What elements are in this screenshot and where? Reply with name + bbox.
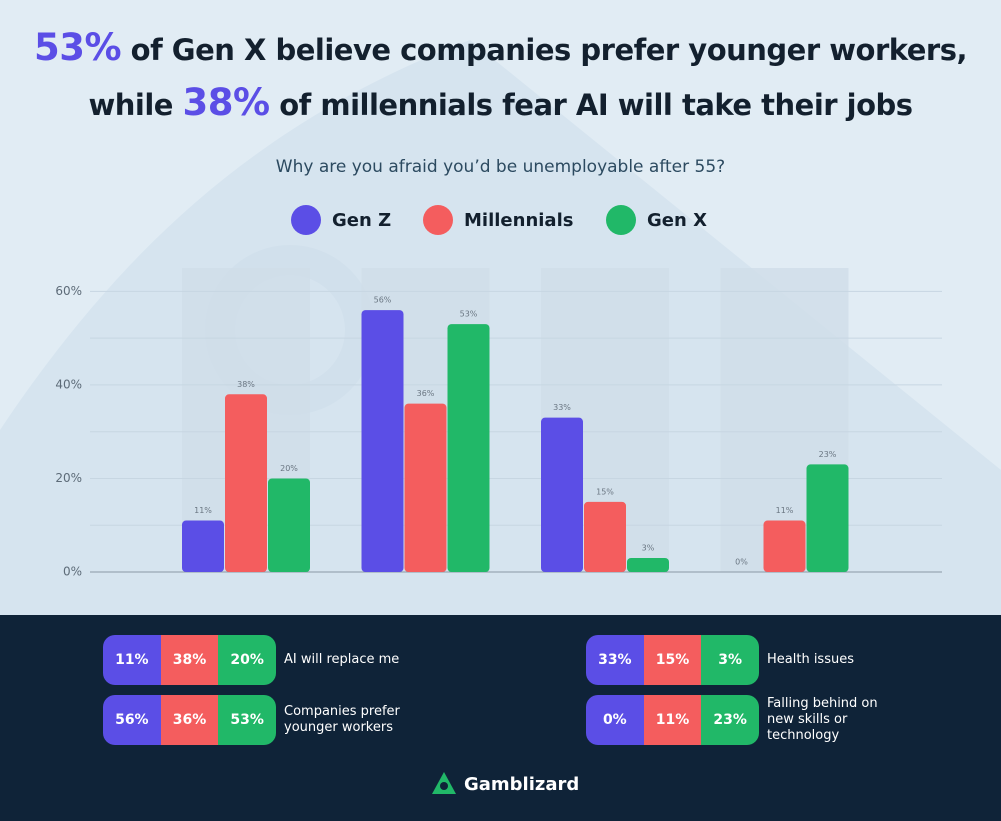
bar (404, 403, 447, 572)
legend-swatch (291, 205, 321, 235)
bar (584, 501, 626, 572)
summary-cell: 11% (103, 635, 161, 685)
subtitle: Why are you afraid you’d be unemployable… (275, 157, 726, 177)
bar (763, 520, 806, 572)
summary-row: 33% 15% 3% (586, 635, 759, 685)
value-label: 23% (819, 450, 837, 459)
legend-label: Millennials (464, 210, 573, 231)
brand-name: Gamblizard (464, 773, 580, 795)
summary-cell: 0% (586, 695, 644, 745)
title-text: of millennials fear AI will take their j… (279, 88, 913, 122)
bar (806, 464, 849, 572)
category-text: Falling behind on new skills or technolo… (767, 696, 878, 743)
category-label: AI will replace me (284, 635, 424, 685)
value-label: 38% (237, 380, 255, 389)
brand: Gamblizard (430, 770, 579, 798)
title-text: while (88, 88, 173, 122)
value-label: 11% (194, 506, 212, 515)
bar (541, 417, 583, 572)
bar (627, 557, 669, 572)
value-label: 53% (460, 310, 478, 319)
legend-swatch (606, 205, 636, 235)
summary-cell: 23% (701, 695, 759, 745)
value-label: 3% (642, 543, 655, 552)
summary-cell: 33% (586, 635, 644, 685)
background-shape (0, 40, 1001, 615)
category-text: Companies prefer younger workers (284, 704, 400, 735)
summary-cell: 3% (701, 635, 759, 685)
bar (361, 310, 404, 572)
summary-cell: 15% (643, 635, 702, 685)
legend-label: Gen Z (332, 210, 391, 231)
legend-label: Gen X (647, 210, 707, 231)
value-label: 0% (735, 558, 748, 567)
category-text: Health issues (767, 652, 854, 667)
title-highlight: 53% (33, 26, 122, 69)
value-label: 15% (596, 487, 614, 496)
summary-cell: 38% (160, 635, 219, 685)
category-text: AI will replace me (284, 652, 400, 667)
title-line: while 38% of millennials fear AI will ta… (0, 81, 1001, 124)
title-highlight: 38% (182, 81, 271, 124)
summary-cell: 20% (218, 635, 276, 685)
value-label: 11% (776, 506, 794, 515)
brand-logo (432, 772, 456, 794)
value-label: 20% (280, 464, 298, 473)
chart: 0% 20% 40% 60% Gen Z Millennials Gen X 11% 56% 33… (0, 40, 1001, 615)
title-text: of Gen X believe companies prefer younge… (130, 33, 968, 67)
summary-row: 56% 36% 53% (103, 695, 276, 745)
category-label: Falling behind on new skills or technolo… (767, 695, 907, 745)
bar (182, 520, 224, 572)
bar (268, 478, 310, 572)
value-label: 36% (417, 389, 435, 398)
y-tick-label: 40% (55, 377, 82, 391)
category-label: Health issues (767, 635, 907, 685)
summary-cell: 53% (218, 695, 276, 745)
y-tick-label: 60% (55, 284, 82, 298)
summary-cell: 56% (103, 695, 161, 745)
category-label: Companies prefer younger workers (284, 695, 424, 745)
y-tick-label: 0% (63, 565, 82, 579)
value-label: 33% (553, 403, 571, 412)
bar (447, 324, 490, 572)
summary-row: 11% 38% 20% (103, 635, 276, 685)
value-label: 56% (374, 296, 392, 305)
summary-row: 0% 11% 23% (586, 695, 759, 745)
legend-swatch (423, 205, 453, 235)
summary-cell: 36% (160, 695, 219, 745)
bar (225, 394, 267, 572)
summary-cell: 11% (643, 695, 702, 745)
y-tick-label: 20% (55, 471, 82, 485)
title-line: 53% of Gen X believe companies prefer yo… (0, 26, 1001, 69)
